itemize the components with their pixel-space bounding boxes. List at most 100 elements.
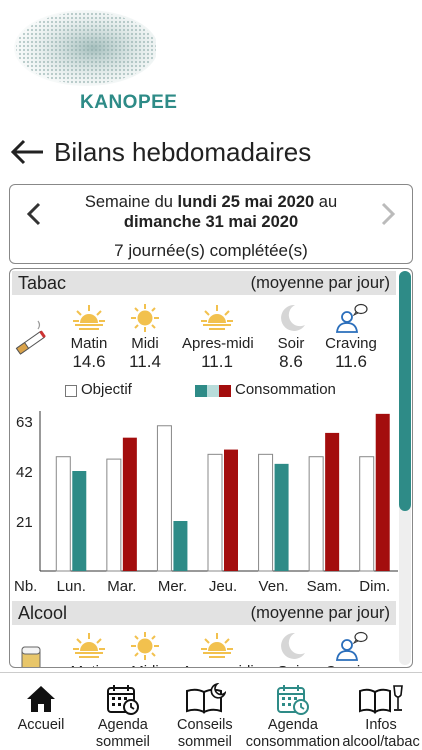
chart-legend: Objectif Consommation [65, 381, 395, 399]
cigarette-icon [14, 319, 48, 359]
time-label: Craving [316, 663, 386, 667]
time-average-value: 11.4 [129, 352, 161, 371]
alcool-time-apres-midi: Apres-midi [182, 631, 254, 667]
tabac-time-matin: Matin 14.6 [54, 303, 124, 372]
tabac-time-craving: Craving 11.6 [316, 303, 386, 372]
week-selector: Semaine du lundi 25 mai 2020 au dimanche… [9, 184, 413, 264]
consumption-bar [224, 449, 238, 571]
legend-consumption: Consommation [235, 381, 336, 398]
time-average-value: 14.6 [72, 352, 106, 371]
tab-label: Agenda consommation [245, 717, 341, 750]
tab-label: Infos alcool/tabac [342, 717, 420, 750]
tabac-time-midi: Midi 11.4 [110, 303, 180, 372]
consumption-bar [274, 463, 289, 571]
objective-bar [308, 456, 324, 572]
time-label: Apres-midi [182, 335, 254, 352]
objective-bar [207, 453, 223, 572]
next-week-button[interactable] [376, 199, 400, 229]
sun-icon [110, 303, 180, 333]
time-label: Midi [110, 663, 180, 667]
alcool-time-matin: Matin [54, 631, 124, 667]
time-label: Matin [70, 335, 108, 352]
y-tick-label: 63 [16, 414, 33, 431]
time-label: Midi [131, 335, 159, 352]
legend-objective: Objectif [81, 381, 132, 398]
alcool-title: Alcool [18, 602, 68, 623]
objective-bar [156, 425, 172, 572]
time-average-value: 8.6 [279, 352, 303, 371]
tab-home[interactable]: Accueil [0, 673, 82, 750]
alcool-section-header: Alcool (moyenne par jour) [12, 601, 396, 625]
alcool-time-craving: Craving [316, 631, 386, 667]
logo-dots-icon [14, 10, 158, 86]
book-wine-icon [358, 683, 404, 715]
page-title: Bilans hebdomadaires [54, 136, 312, 167]
tabac-weekly-bar-chart: 21 42 63 Nb. Lun. Mar. Mer. Jeu. Ven. Sam. Dim. [10, 407, 402, 597]
tab-label: Agenda sommeil [95, 717, 150, 750]
tab-book-moon[interactable]: Conseils sommeil [164, 673, 246, 750]
completed-days: 7 journée(s) complétée(s) [114, 241, 308, 260]
tab-sleep-calendar[interactable]: Agenda sommeil [82, 673, 164, 750]
scrollbar-thumb[interactable] [399, 271, 411, 511]
time-label: Craving [325, 335, 377, 352]
objective-swatch [65, 385, 77, 397]
tabac-title: Tabac [18, 272, 67, 293]
alcool-time-midi: Midi [110, 631, 180, 667]
consumption-swatch [195, 385, 231, 397]
back-arrow-icon [10, 139, 43, 165]
kanopee-logo: KANOPEE [6, 8, 177, 113]
tab-consumption-calendar[interactable]: Agenda consommation [246, 673, 340, 750]
tabac-time-apres-midi: Apres-midi 11.1 [182, 303, 254, 372]
x-axis-label: Nb. [14, 578, 37, 595]
tab-book-wine[interactable]: Infos alcool/tabac [340, 673, 422, 750]
tabac-average-label: (moyenne par jour) [250, 273, 390, 292]
sunset-icon [182, 631, 252, 661]
back-button[interactable] [10, 138, 46, 166]
x-tick-label: Sam. [307, 578, 342, 595]
previous-week-button[interactable] [22, 199, 46, 229]
consumption-calendar-icon [276, 683, 310, 715]
time-label: Soir [256, 663, 326, 667]
x-tick-label: Mar. [107, 578, 136, 595]
page-header: Bilans hebdomadaires [10, 134, 410, 170]
consumption-bar [375, 413, 390, 571]
sleep-calendar-icon [106, 683, 140, 715]
week-range-line1: Semaine du lundi 25 mai 2020 au [84, 193, 338, 211]
weekly-report-content[interactable]: Tabac (moyenne par jour) Matin 14.6 [9, 268, 413, 668]
moon-icon [256, 631, 326, 661]
sun-icon [110, 631, 180, 661]
tabac-time-soir: Soir 8.6 [256, 303, 326, 372]
time-average-value: 11.6 [335, 352, 367, 371]
time-label: Apres-midi [182, 663, 254, 667]
x-tick-label: Dim. [359, 578, 390, 595]
alcool-time-soir: Soir [256, 631, 326, 667]
objective-bar [55, 456, 71, 572]
objective-bar [359, 456, 375, 572]
logo-text: KANOPEE [80, 92, 178, 113]
sunrise-icon [54, 631, 124, 661]
chevron-right-icon [381, 202, 396, 226]
consumption-bar [122, 437, 137, 571]
time-label: Matin [54, 663, 124, 667]
moon-icon [256, 303, 326, 333]
tab-label: Accueil [17, 717, 65, 733]
x-tick-label: Mer. [158, 578, 187, 595]
tab-label: Conseils sommeil [177, 717, 233, 750]
chevron-left-icon [26, 202, 41, 226]
time-label: Soir [277, 335, 305, 352]
objective-bar [106, 458, 122, 572]
sunrise-icon [54, 303, 124, 333]
consumption-bar [325, 432, 340, 571]
alcohol-glass-icon [18, 643, 44, 667]
consumption-bar [173, 521, 188, 571]
y-tick-label: 21 [16, 514, 33, 531]
sunset-icon [182, 303, 252, 333]
x-tick-label: Lun. [57, 578, 86, 595]
consumption-bar [72, 471, 87, 571]
y-tick-label: 42 [16, 464, 33, 481]
home-icon [25, 683, 57, 715]
week-range-line2: dimanche 31 mai 2020 [123, 213, 299, 231]
craving-person-icon [316, 303, 386, 333]
alcool-average-label: (moyenne par jour) [250, 603, 390, 622]
tabac-chart-svg: 21 42 63 Nb. Lun. Mar. Mer. Jeu. Ven. Sam. Dim. [14, 411, 398, 595]
